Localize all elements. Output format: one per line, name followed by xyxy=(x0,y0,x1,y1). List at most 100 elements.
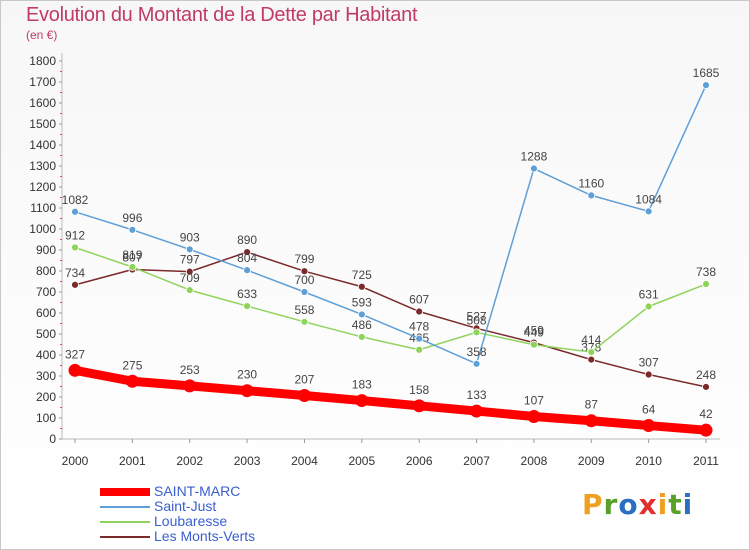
data-label: 527 xyxy=(467,309,487,323)
y-tick-label: 1600 xyxy=(29,96,56,110)
data-label: 912 xyxy=(65,228,85,242)
data-point xyxy=(644,370,653,379)
data-point xyxy=(415,334,424,343)
data-label: 1082 xyxy=(62,193,89,207)
data-label: 633 xyxy=(237,287,257,301)
legend-item: Saint-Just xyxy=(100,498,320,515)
data-point xyxy=(412,399,426,413)
data-point xyxy=(584,414,598,428)
data-label: 738 xyxy=(696,265,716,279)
y-tick-label: 1300 xyxy=(29,159,56,173)
data-point xyxy=(355,394,369,408)
data-point xyxy=(300,267,309,276)
y-tick-label: 1400 xyxy=(29,138,56,152)
data-label: 87 xyxy=(585,398,599,412)
data-point xyxy=(125,374,139,388)
data-label: 558 xyxy=(294,303,314,317)
data-label: 903 xyxy=(180,230,200,244)
data-point xyxy=(530,340,538,349)
data-point xyxy=(357,282,366,291)
y-tick-label: 1200 xyxy=(29,180,56,194)
data-label: 607 xyxy=(409,293,429,307)
series-line-loubaresse xyxy=(74,246,707,353)
data-label: 275 xyxy=(122,358,142,372)
legend-swatch xyxy=(100,506,150,508)
data-label: 797 xyxy=(180,253,200,267)
data-label: 248 xyxy=(696,368,716,382)
data-point xyxy=(68,363,82,377)
data-point xyxy=(297,389,311,403)
data-point xyxy=(702,280,710,288)
legend-label: Loubaresse xyxy=(154,513,228,529)
y-tick-label: 500 xyxy=(36,327,56,341)
x-tick-label: 2004 xyxy=(291,454,318,468)
data-label: 819 xyxy=(122,248,142,262)
data-point xyxy=(587,355,596,364)
data-label: 807 xyxy=(122,251,142,265)
data-label: 307 xyxy=(639,356,659,370)
data-label: 327 xyxy=(65,347,85,361)
data-label: 709 xyxy=(180,271,200,285)
y-tick-label: 700 xyxy=(36,285,56,299)
data-label: 1288 xyxy=(521,150,548,164)
y-tick-label: 200 xyxy=(36,390,56,404)
data-point xyxy=(128,225,137,234)
data-point xyxy=(702,383,710,391)
data-label: 183 xyxy=(352,378,372,392)
data-label: 734 xyxy=(65,266,85,280)
proxiti-logo: Proxiti xyxy=(582,488,694,521)
data-label: 1084 xyxy=(635,192,662,206)
x-tick-label: 2001 xyxy=(119,454,146,468)
x-tick-label: 2006 xyxy=(406,454,433,468)
legend-item: SAINT-MARC xyxy=(100,483,320,500)
data-point xyxy=(527,410,541,424)
data-label: 631 xyxy=(639,287,659,301)
data-label: 593 xyxy=(352,295,372,309)
data-label: 700 xyxy=(294,273,314,287)
data-label: 508 xyxy=(467,313,487,327)
data-point xyxy=(530,164,538,173)
legend-label: Les Monts-Verts xyxy=(154,528,256,544)
data-point xyxy=(183,379,197,393)
legend-label: Saint-Just xyxy=(154,498,217,514)
data-label: 1685 xyxy=(693,66,720,80)
data-point xyxy=(128,263,137,271)
data-label: 725 xyxy=(352,268,372,282)
data-point xyxy=(699,423,713,437)
data-point xyxy=(415,345,424,354)
data-label: 133 xyxy=(467,388,487,402)
y-tick-label: 0 xyxy=(49,432,56,446)
y-tick-label: 100 xyxy=(36,411,56,425)
legend-item: Les Monts-Verts xyxy=(100,528,320,545)
y-tick-label: 300 xyxy=(36,369,56,383)
x-tick-label: 2008 xyxy=(521,454,548,468)
data-point xyxy=(702,81,710,90)
y-tick-label: 900 xyxy=(36,243,56,257)
data-point xyxy=(357,310,366,319)
data-point xyxy=(472,359,481,368)
data-point xyxy=(587,191,596,200)
data-point xyxy=(644,302,653,311)
data-point xyxy=(300,317,309,326)
data-label: 414 xyxy=(581,333,601,347)
x-tick-label: 2005 xyxy=(348,454,375,468)
x-tick-label: 2002 xyxy=(176,454,203,468)
data-label: 804 xyxy=(237,251,257,265)
data-point xyxy=(470,404,484,418)
data-point xyxy=(587,348,596,356)
y-tick-label: 400 xyxy=(36,348,56,362)
data-point xyxy=(185,245,194,254)
data-point xyxy=(243,266,251,275)
data-point xyxy=(71,243,79,252)
data-label: 358 xyxy=(467,345,487,359)
y-tick-label: 1100 xyxy=(30,201,56,215)
data-point xyxy=(243,248,251,257)
chart-title: Evolution du Montant de la Dette par Hab… xyxy=(26,4,418,26)
data-label: 478 xyxy=(409,320,429,334)
data-label: 799 xyxy=(294,252,314,266)
y-tick-label: 1700 xyxy=(29,75,56,89)
data-label: 107 xyxy=(524,394,544,408)
y-tick-label: 1800 xyxy=(29,54,56,68)
x-tick-label: 2009 xyxy=(578,454,605,468)
